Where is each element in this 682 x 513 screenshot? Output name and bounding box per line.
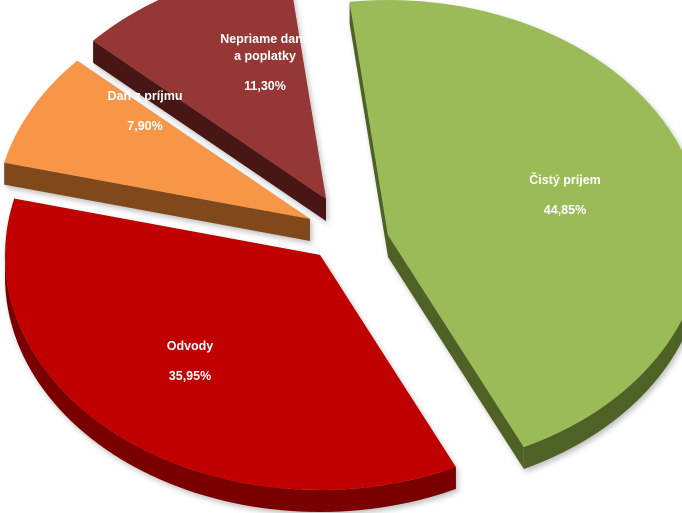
pie-slice-wall: [4, 162, 310, 241]
pie-slice-top: [5, 198, 456, 491]
slice-label-dan-z-prijmu: Daň z príjmu 7,90%: [107, 89, 182, 133]
pie-slice-top: [93, 0, 326, 199]
pie-slice-cisty-prijem: [349, 0, 682, 470]
slice-value-label: 35,95%: [169, 369, 211, 383]
pie-slice-top: [4, 60, 310, 219]
pie-slice-side: [5, 255, 456, 513]
slice-name-label: Odvody: [167, 339, 214, 353]
slice-value-label: 44,85%: [544, 203, 586, 217]
slice-value-label: 7,90%: [127, 119, 162, 133]
pie-slice-wall: [388, 235, 524, 470]
pie-slice-nepriame-dane: [93, 0, 326, 221]
slice-label-odvody: Odvody 35,95%: [167, 339, 214, 383]
slice-value-label: 11,30%: [244, 79, 286, 93]
pie-slice-odvody: [5, 198, 456, 513]
slice-label-cisty-prijem: Čistý príjem 44,85%: [529, 172, 601, 217]
slice-name-label: a poplatky: [234, 49, 296, 63]
slice-label-nepriame-dane: Nepriame dane a poplatky 11,30%: [220, 32, 310, 93]
slice-name-label: Nepriame dane: [220, 32, 310, 46]
slice-name-label: Čistý príjem: [529, 172, 601, 187]
pie-slice-wall: [93, 40, 326, 221]
pie-slice-wall: [349, 1, 388, 257]
slice-name-label: Daň z príjmu: [107, 89, 182, 103]
pie-slice-dan-z-prijmu: [4, 60, 310, 241]
pie-slice-side: [523, 319, 682, 470]
pie-slice-top: [349, 0, 682, 448]
